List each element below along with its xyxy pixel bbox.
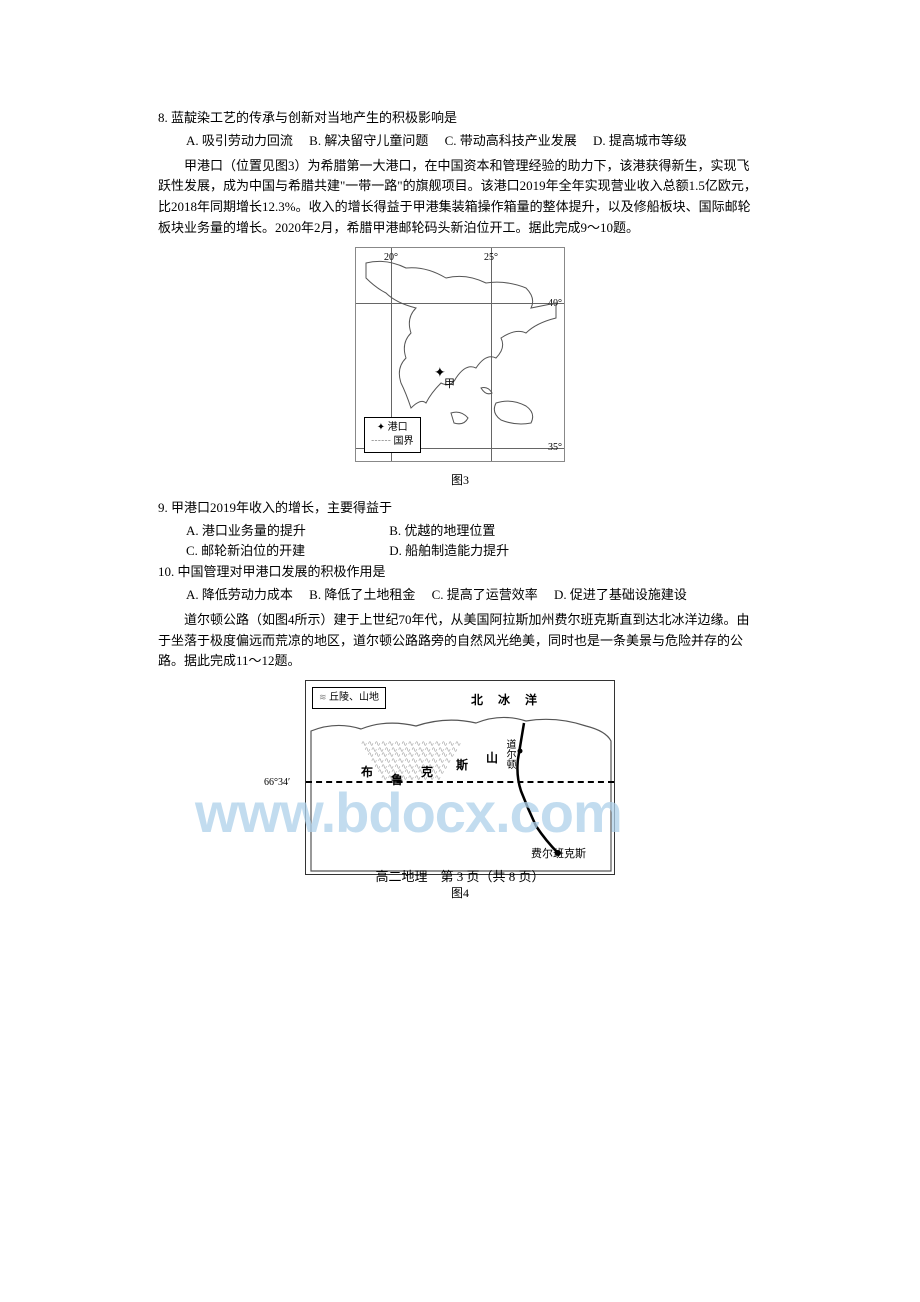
figure3-caption: 图3: [158, 471, 762, 490]
port-label: 甲: [444, 376, 455, 394]
q9-options-row1: A. 港口业务量的提升 B. 优越的地理位置: [158, 521, 762, 542]
mt-si: 斯: [456, 756, 468, 775]
q9-optC: C. 邮轮新泊位的开建: [186, 541, 386, 562]
figure3-map: 20° 25° 40° 35° ✦ 甲 ✦ 港口 ┄┄ 国界: [355, 247, 565, 462]
pass-label: 道尔顿: [501, 739, 517, 769]
page-footer: 高二地理 第 3 页（共 8 页）: [0, 866, 920, 885]
legend-port: ✦ 港口: [371, 421, 414, 435]
q9-stem: 9. 甲港口2019年收入的增长，主要得益于: [158, 498, 762, 519]
mt-ke: 克: [421, 763, 433, 782]
legend-border: ┄┄ 国界: [371, 435, 414, 449]
mt-shan: 山: [486, 749, 498, 768]
city-label: 费尔班克斯: [531, 846, 586, 864]
q8-optD: D. 提高城市等级: [593, 133, 687, 148]
q9-optB: B. 优越的地理位置: [389, 521, 589, 542]
q8-optB: B. 解决留守儿童问题: [309, 133, 428, 148]
arctic-circle-line: [306, 781, 614, 783]
mt-lu: 鲁: [391, 771, 403, 790]
mt-bu: 布: [361, 763, 373, 782]
passage-2: 道尔顿公路（如图4所示）建于上世纪70年代，从美国阿拉斯加州费尔班克斯直到达北冰…: [158, 610, 762, 672]
q10-optD: D. 促进了基础设施建设: [554, 587, 687, 602]
figure4-caption: 图4: [158, 884, 762, 903]
q10-optB: B. 降低了土地租金: [309, 587, 415, 602]
q8-optC: C. 带动高科技产业发展: [445, 133, 577, 148]
q10-options: A. 降低劳动力成本 B. 降低了土地租金 C. 提高了运营效率 D. 促进了基…: [158, 585, 762, 606]
q10-optC: C. 提高了运营效率: [432, 587, 538, 602]
passage-1: 甲港口（位置见图3）为希腊第一大港口，在中国资本和管理经验的助力下，该港获得新生…: [158, 156, 762, 239]
q8-optA: A. 吸引劳动力回流: [186, 133, 293, 148]
q8-stem: 8. 蓝靛染工艺的传承与创新对当地产生的积极影响是: [158, 108, 762, 129]
q10-optA: A. 降低劳动力成本: [186, 587, 293, 602]
q9-optA: A. 港口业务量的提升: [186, 521, 386, 542]
q9-options-row2: C. 邮轮新泊位的开建 D. 船舶制造能力提升: [158, 541, 762, 562]
q8-options: A. 吸引劳动力回流 B. 解决留守儿童问题 C. 带动高科技产业发展 D. 提…: [158, 131, 762, 152]
q9-optD: D. 船舶制造能力提升: [389, 541, 589, 562]
figure4-map: ≋ 丘陵、山地 北 冰 洋 ∿∿∿∿∿∿∿∿∿∿∿∿∿∿∿∿∿∿∿∿∿∿∿∿∿∿…: [305, 680, 615, 875]
q10-stem: 10. 中国管理对甲港口发展的积极作用是: [158, 562, 762, 583]
figure3-legend: ✦ 港口 ┄┄ 国界: [364, 417, 421, 453]
figure3-container: 20° 25° 40° 35° ✦ 甲 ✦ 港口 ┄┄ 国界 图3: [158, 247, 762, 490]
lat-66-label: 66°34′: [264, 775, 290, 791]
terrain-texture: ∿∿∿∿∿∿∿∿∿∿∿∿∿∿∿∿∿∿∿∿∿∿∿∿∿∿∿∿∿∿∿∿∿∿∿∿∿∿∿∿…: [321, 741, 501, 861]
page-content: 8. 蓝靛染工艺的传承与创新对当地产生的积极影响是 A. 吸引劳动力回流 B. …: [158, 108, 762, 911]
